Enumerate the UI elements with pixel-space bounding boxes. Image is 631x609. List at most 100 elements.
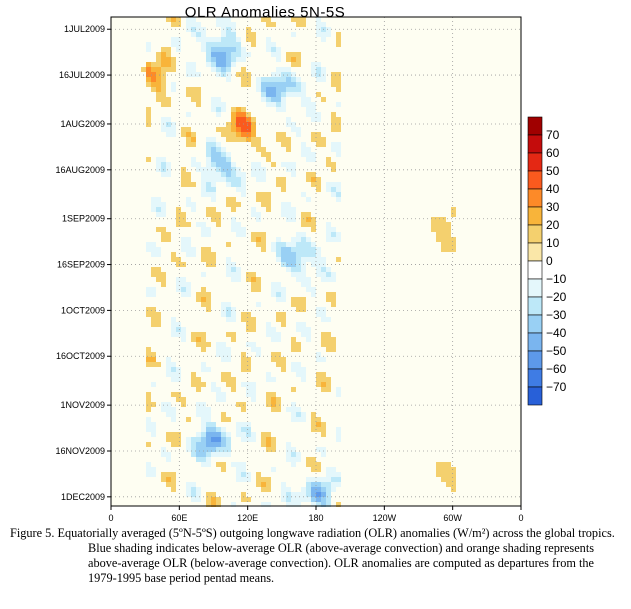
anomaly-cell (311, 152, 316, 157)
anomaly-cell (306, 477, 311, 482)
anomaly-cell (211, 427, 216, 432)
anomaly-cell (211, 172, 216, 177)
x-tick-label: 60W (443, 513, 462, 523)
anomaly-cell (211, 422, 216, 427)
anomaly-cell (256, 242, 261, 247)
anomaly-cell (276, 337, 281, 342)
anomaly-cell (231, 132, 236, 137)
anomaly-cell (171, 22, 176, 27)
anomaly-cell (246, 317, 251, 322)
anomaly-cell (191, 72, 196, 77)
anomaly-cell (176, 372, 181, 377)
anomaly-cell (266, 402, 271, 407)
anomaly-cell (221, 57, 226, 62)
anomaly-cell (316, 32, 321, 37)
anomaly-cell (321, 452, 326, 457)
anomaly-cell (436, 227, 441, 232)
anomaly-cell (201, 447, 206, 452)
anomaly-cell (281, 357, 286, 362)
anomaly-cell (306, 332, 311, 337)
anomaly-cell (256, 217, 261, 222)
anomaly-cell (231, 172, 236, 177)
anomaly-cell (236, 42, 241, 47)
anomaly-cell (146, 357, 151, 362)
anomaly-cell (206, 157, 211, 162)
anomaly-cell (261, 247, 266, 252)
anomaly-cell (206, 162, 211, 167)
anomaly-cell (451, 467, 456, 472)
colorbar-label: 0 (546, 254, 553, 268)
anomaly-cell (326, 467, 331, 472)
anomaly-cell (316, 312, 321, 317)
anomaly-cell (256, 352, 261, 357)
anomaly-cell (191, 162, 196, 167)
anomaly-cell (311, 412, 316, 417)
anomaly-cell (236, 277, 241, 282)
anomaly-cell (321, 72, 326, 77)
anomaly-cell (271, 52, 276, 57)
anomaly-cell (171, 132, 176, 137)
anomaly-cell (291, 492, 296, 497)
colorbar-swatch (527, 116, 543, 136)
anomaly-cell (221, 162, 226, 167)
anomaly-cell (286, 257, 291, 262)
anomaly-cell (226, 22, 231, 27)
anomaly-cell (311, 467, 316, 472)
anomaly-cell (321, 32, 326, 37)
anomaly-cell (436, 222, 441, 227)
anomaly-cell (291, 77, 296, 82)
y-tick-label: 16AUG2009 (55, 165, 105, 175)
anomaly-cell (301, 412, 306, 417)
colorbar-label: −70 (546, 380, 567, 394)
anomaly-cell (201, 462, 206, 467)
anomaly-cell (316, 262, 321, 267)
anomaly-cell (271, 377, 276, 382)
anomaly-cell (251, 42, 256, 47)
anomaly-cell (266, 42, 271, 47)
anomaly-cell (311, 117, 316, 122)
anomaly-cell (261, 482, 266, 487)
anomaly-cell (286, 217, 291, 222)
anomaly-cell (226, 262, 231, 267)
anomaly-cell (246, 382, 251, 387)
anomaly-cell (236, 117, 241, 122)
anomaly-cell (306, 327, 311, 332)
anomaly-cell (241, 77, 246, 82)
anomaly-cell (281, 67, 286, 72)
anomaly-cell (306, 282, 311, 287)
anomaly-cell (246, 122, 251, 127)
anomaly-cell (291, 212, 296, 217)
anomaly-cell (226, 432, 231, 437)
anomaly-cell (206, 212, 211, 217)
anomaly-cell (251, 122, 256, 127)
anomaly-cell (321, 22, 326, 27)
anomaly-cell (271, 92, 276, 97)
anomaly-cell (161, 72, 166, 77)
anomaly-cell (301, 237, 306, 242)
anomaly-cell (296, 297, 301, 302)
anomaly-cell (301, 192, 306, 197)
anomaly-cell (246, 27, 251, 32)
anomaly-cell (266, 392, 271, 397)
y-tick-label: 16SEP2009 (57, 260, 105, 270)
anomaly-cell (156, 87, 161, 92)
anomaly-cell (281, 247, 286, 252)
anomaly-cell (321, 387, 326, 392)
anomaly-cell (196, 442, 201, 447)
anomaly-cell (336, 482, 341, 487)
anomaly-cell (316, 422, 321, 427)
anomaly-cell (301, 17, 306, 22)
x-tick-label: 0 (518, 513, 523, 523)
anomaly-cell (206, 427, 211, 432)
anomaly-cell (331, 337, 336, 342)
anomaly-cell (266, 372, 271, 377)
anomaly-cell (296, 77, 301, 82)
anomaly-cell (266, 17, 271, 22)
anomaly-cell (216, 52, 221, 57)
anomaly-cell (311, 137, 316, 142)
anomaly-cell (286, 162, 291, 167)
anomaly-cell (326, 292, 331, 297)
anomaly-cell (226, 57, 231, 62)
anomaly-cell (306, 217, 311, 222)
anomaly-cell (276, 312, 281, 317)
